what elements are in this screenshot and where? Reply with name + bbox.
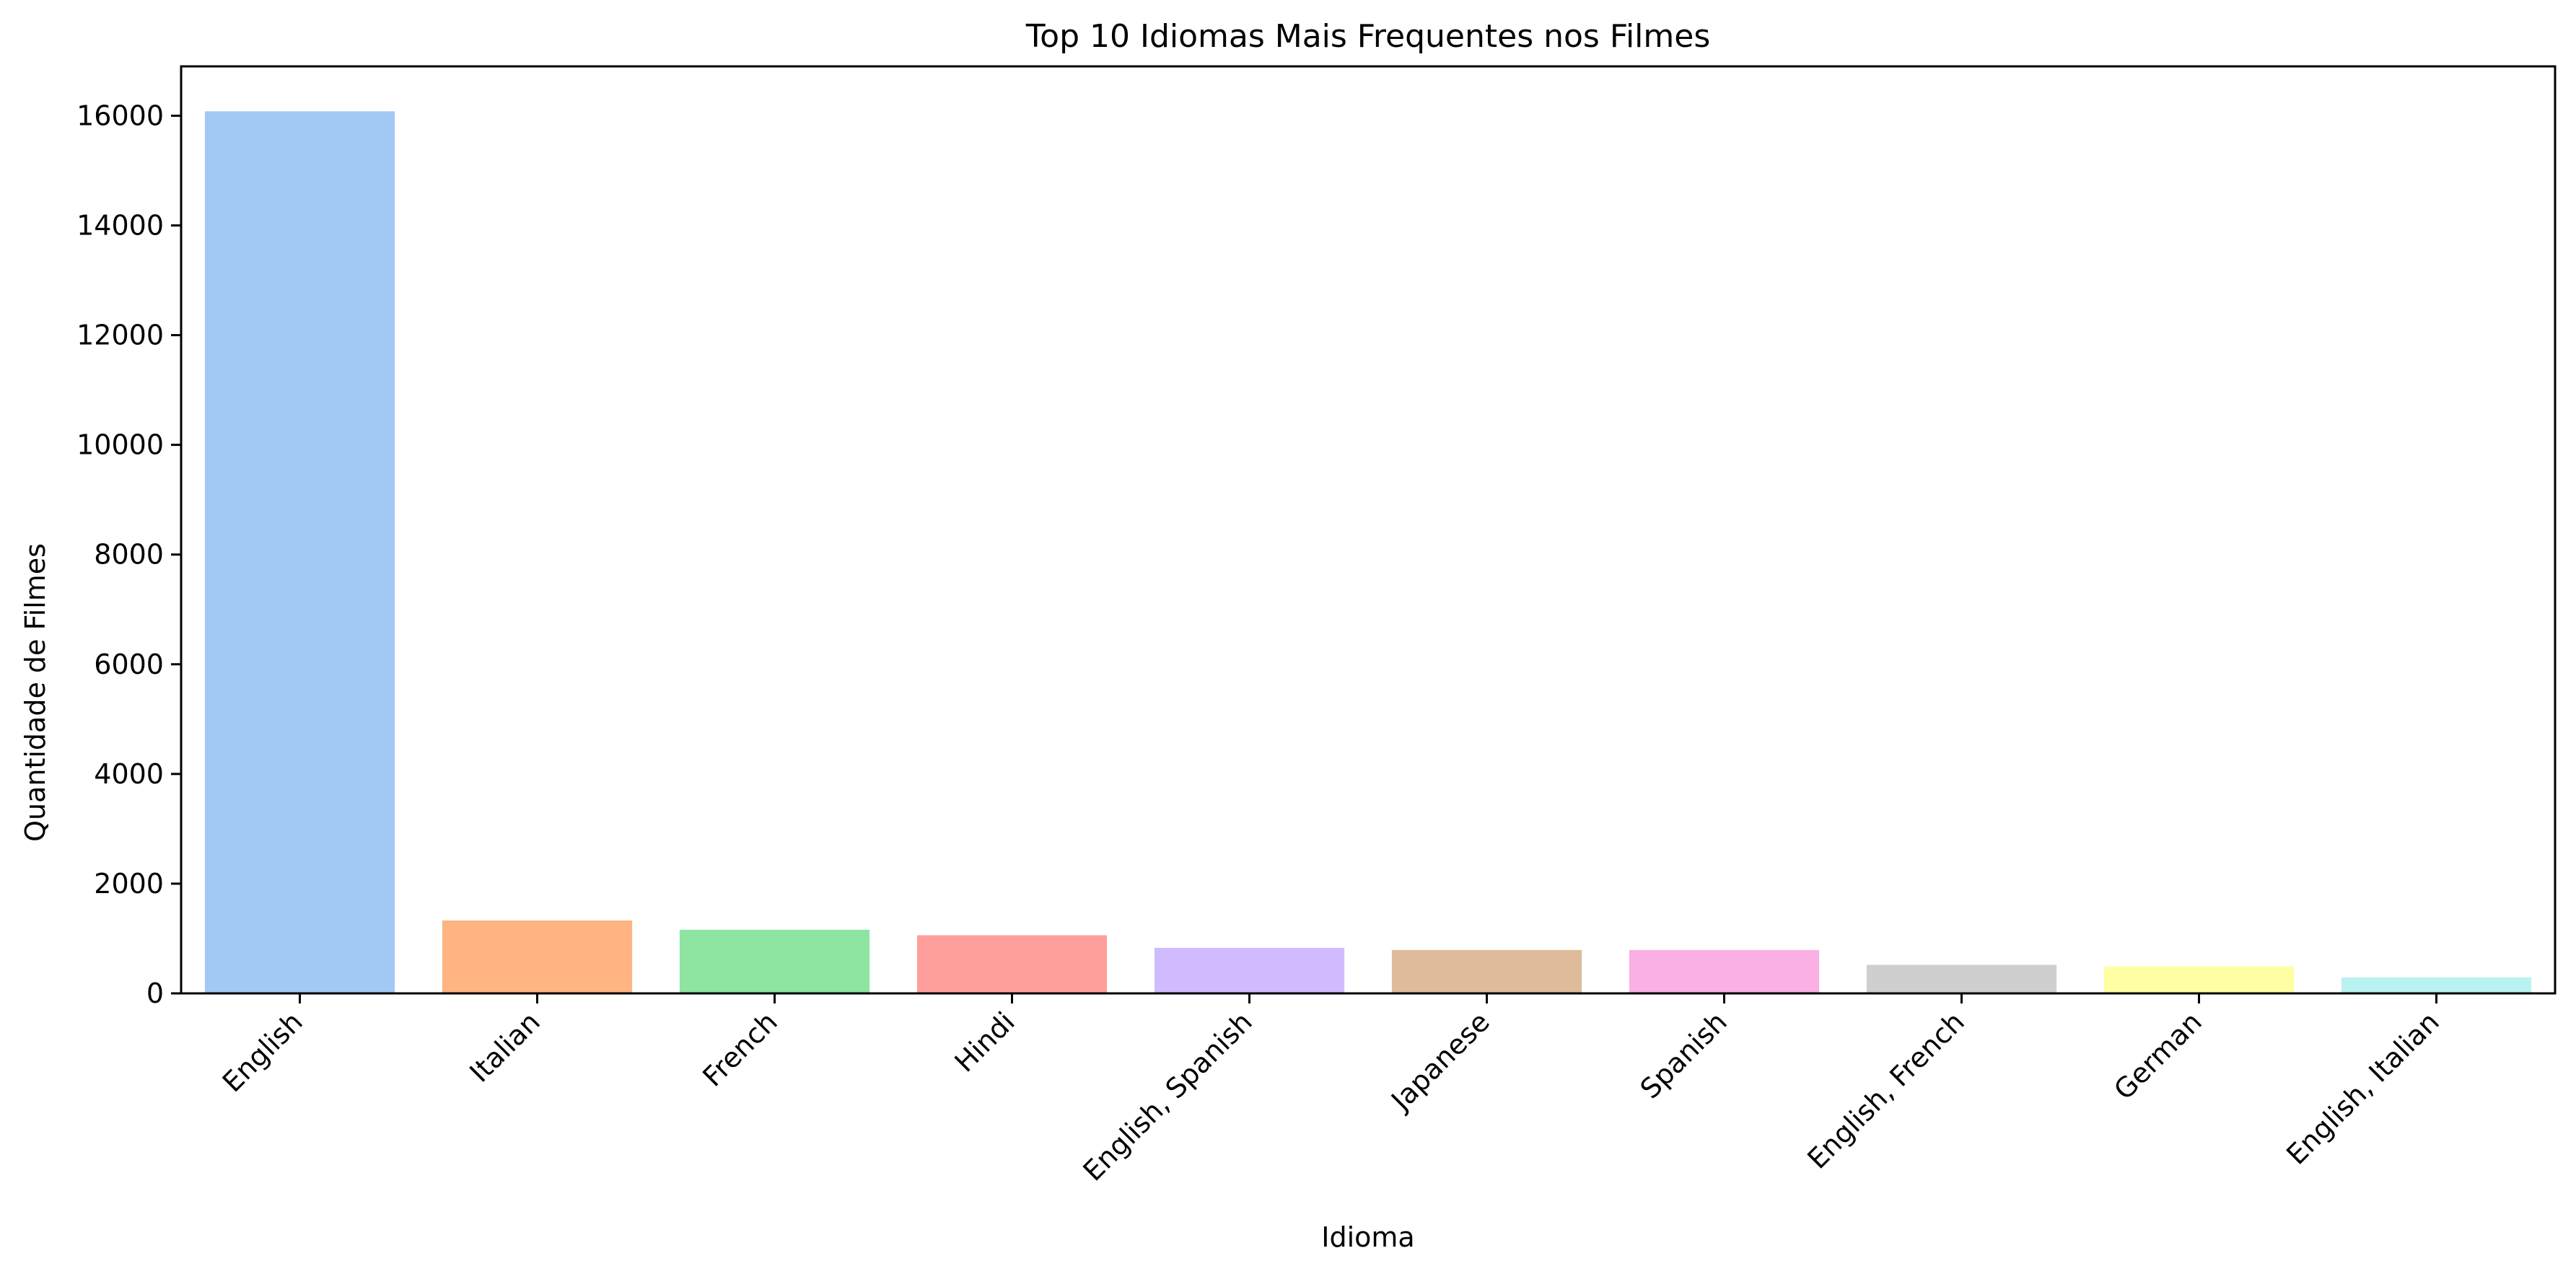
y-tick-label-1: 2000: [94, 868, 164, 900]
x-axis-label: Idioma: [1321, 1221, 1414, 1253]
bar-8: [2103, 966, 2295, 993]
y-axis-label: Quantidade de Filmes: [19, 543, 51, 842]
bar-2: [679, 929, 870, 993]
chart-title: Top 10 Idiomas Mais Frequentes nos Filme…: [1025, 18, 1711, 55]
y-axis-ticks: 0 2000 4000 6000 8000 10000 12000 14000 16000: [76, 100, 181, 1009]
y-tick-label-4: 8000: [94, 539, 164, 571]
y-tick-label-7: 14000: [76, 210, 164, 242]
bars-group: [204, 111, 2532, 993]
y-tick-label-3: 6000: [94, 649, 164, 680]
bar-3: [916, 935, 1108, 993]
bar-4: [1154, 947, 1345, 993]
bar-0: [204, 111, 395, 993]
bar-5: [1391, 949, 1582, 993]
y-tick-label-0: 0: [146, 978, 164, 1009]
plot-frame: [180, 65, 2557, 995]
bar-1: [442, 920, 633, 993]
y-tick-label-5: 10000: [76, 429, 164, 461]
bar-9: [2341, 977, 2532, 993]
y-tick-label-2: 4000: [94, 758, 164, 790]
bar-7: [1866, 965, 2057, 993]
bar-6: [1629, 949, 1820, 993]
y-tick-label-6: 12000: [76, 320, 164, 351]
y-tick-label-8: 16000: [76, 100, 164, 131]
